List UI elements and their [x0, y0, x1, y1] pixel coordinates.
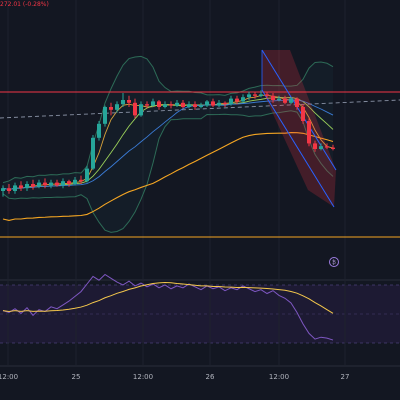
candle-body[interactable] [211, 101, 215, 106]
time-tick-label: 12:00 [133, 373, 153, 381]
candle-body[interactable] [265, 94, 269, 96]
candle-body[interactable] [157, 101, 161, 107]
bitcoin-event-icon[interactable] [329, 257, 339, 267]
candle-body[interactable] [283, 98, 287, 103]
bollinger-fill [3, 56, 333, 233]
bollinger-lower [2, 110, 334, 233]
candle-body[interactable] [313, 143, 317, 149]
candle-body[interactable] [247, 94, 251, 98]
candle-body[interactable] [61, 181, 65, 186]
candle-body[interactable] [253, 94, 257, 96]
time-tick-label: 12:00 [269, 373, 289, 381]
candle-body[interactable] [325, 146, 329, 148]
trend-line-dashed[interactable] [0, 99, 400, 119]
candle-body[interactable] [229, 98, 233, 105]
candle-body[interactable] [13, 185, 17, 191]
candle-body[interactable] [55, 182, 59, 186]
candle-body[interactable] [19, 185, 23, 189]
candle-body[interactable] [67, 181, 71, 184]
rsi-moving-average [2, 281, 334, 314]
channel-fill [262, 50, 336, 207]
candle-body[interactable] [241, 97, 245, 102]
candle-body[interactable] [103, 107, 107, 124]
time-tick-label: 27 [341, 373, 350, 381]
candle-body[interactable] [115, 104, 119, 110]
candle-body[interactable] [97, 123, 101, 138]
rsi-indicator [2, 273, 334, 341]
candle-body[interactable] [169, 104, 173, 106]
candle-body[interactable] [223, 102, 227, 105]
channel-lower-edge[interactable] [261, 89, 335, 208]
candle-body[interactable] [25, 184, 29, 189]
rsi-line [2, 273, 334, 341]
bollinger-bands [2, 55, 334, 233]
candle-body[interactable] [139, 104, 143, 116]
candle-body[interactable] [145, 104, 149, 106]
candle-body[interactable] [235, 98, 239, 102]
candle-body[interactable] [49, 182, 53, 186]
candle-body[interactable] [259, 94, 263, 96]
time-tick-label: 12:00 [0, 373, 18, 381]
candle-body[interactable] [109, 107, 113, 110]
candle-body[interactable] [277, 98, 281, 100]
time-axis: 12:00 25 12:00 26 12:00 27 [0, 373, 349, 381]
candle-body[interactable] [271, 95, 275, 100]
candle-body[interactable] [181, 102, 185, 107]
candle-body[interactable] [205, 101, 209, 106]
candle-body[interactable] [295, 98, 299, 107]
candle-body[interactable] [331, 147, 335, 149]
candle-body[interactable] [1, 188, 5, 191]
candle-body[interactable] [187, 104, 191, 107]
candle-body[interactable] [37, 182, 41, 187]
time-tick-label: 25 [72, 373, 81, 381]
candle-body[interactable] [127, 100, 131, 103]
time-tick-label: 26 [206, 373, 215, 381]
bitcoin-event-symbol: ₿ [332, 259, 336, 266]
candle-body[interactable] [163, 104, 167, 107]
candle-body[interactable] [151, 101, 155, 106]
candle-body[interactable] [307, 121, 311, 144]
candle-body[interactable] [85, 168, 89, 182]
candle-body[interactable] [175, 102, 179, 106]
candle-body[interactable] [133, 102, 137, 116]
price-change-label: 272.01 (-0.28%) [0, 1, 49, 8]
candle-body[interactable] [121, 100, 125, 105]
candle-body[interactable] [193, 104, 197, 107]
channel-upper-edge[interactable] [261, 49, 337, 171]
candle-body[interactable] [319, 146, 323, 149]
candle-body[interactable] [91, 137, 95, 169]
candle-body[interactable] [289, 98, 293, 103]
ma-slow [2, 99, 334, 191]
bollinger-upper [2, 55, 334, 184]
candle-body[interactable] [43, 182, 47, 186]
candle-body[interactable] [31, 184, 35, 187]
candle-body[interactable] [73, 179, 77, 184]
candle-body[interactable] [79, 179, 83, 182]
candle-body[interactable] [199, 105, 203, 107]
candle-body[interactable] [7, 188, 11, 191]
candle-body[interactable] [217, 102, 221, 106]
candles[interactable] [1, 90, 335, 197]
ma-long [2, 132, 334, 221]
candle-body[interactable] [301, 107, 305, 121]
